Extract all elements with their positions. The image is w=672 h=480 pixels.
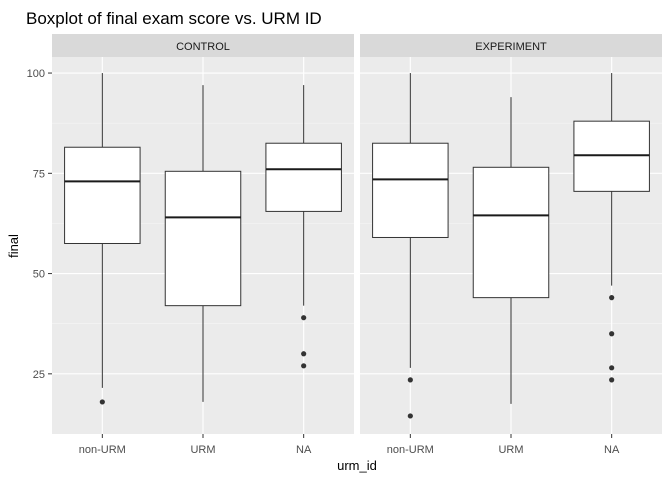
iqr-box [64,146,141,244]
facet-panel-experiment: EXPERIMENT non-URM URM NA [360,34,662,456]
x-tick-label: non-URM [387,444,434,456]
facet-strip-label: EXPERIMENT [475,41,547,53]
y-tick-label: 25 [33,369,45,381]
outlier-point [301,363,307,369]
x-axis-title: urm_id [337,458,377,473]
facet-strip [360,34,662,57]
iqr-box [573,120,650,192]
box-non-urm [372,73,449,419]
box-non-urm [64,73,141,405]
outlier-point [609,331,615,337]
facet-panel-control: CONTROL non-URM URM NA [52,34,354,456]
box-urm [472,97,550,404]
facet-strip [52,34,354,57]
iqr-box [265,142,342,212]
x-tick-label: NA [604,444,620,456]
iqr-box [372,142,449,238]
y-tick-label: 100 [27,68,45,80]
outlier-point [301,351,307,357]
outlier-point [609,377,615,383]
iqr-box [164,170,242,307]
outlier-point [301,315,307,321]
outlier-point [609,295,615,301]
facet-strip-label: CONTROL [176,41,230,53]
outlier-point [407,377,413,383]
outlier-point [609,365,615,371]
box-na [265,85,342,369]
box-na [573,73,650,383]
x-tick-label: non-URM [79,444,126,456]
iqr-box [472,166,550,299]
y-tick-label: 75 [33,168,45,180]
y-tick-label: 50 [33,269,45,281]
outlier-point [99,399,105,405]
outlier-point [407,413,413,419]
x-tick-label: NA [296,444,312,456]
box-urm [164,85,242,402]
facet-panels: CONTROL non-URM URM NA EXPERIMENT non-URM URM N… [27,34,662,456]
x-tick-label: URM [190,444,215,456]
chart-title: Boxplot of final exam score vs. URM ID [26,9,322,28]
x-tick-label: URM [498,444,523,456]
y-axis-title: final [6,234,21,258]
